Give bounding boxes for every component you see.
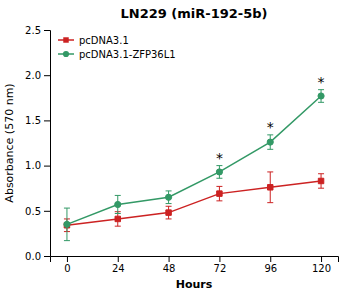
tick-mark — [44, 30, 50, 31]
tick: 2.0 — [25, 70, 50, 81]
error-bar — [267, 135, 273, 149]
legend-marker — [63, 37, 68, 42]
tick: 48 — [163, 256, 176, 274]
marker — [216, 169, 222, 175]
tick-label: 24 — [112, 263, 125, 274]
tick-mark — [44, 256, 50, 257]
plot: 0 24 48 72 96 120 0.0 0.5 1.0 1.5 2.0 2.5 * * * pcDNA3.… — [25, 25, 338, 274]
axis-line — [44, 31, 51, 257]
annotation: * — [216, 150, 223, 166]
tick-mark — [118, 256, 119, 262]
chart: 0 24 48 72 96 120 0.0 0.5 1.0 1.5 2.0 2.5 * * * pcDNA3.… — [0, 0, 350, 294]
marker — [217, 191, 222, 196]
legend: pcDNA3.1 pcDNA3.1-ZFP36L1 — [58, 35, 176, 60]
tick-mark — [169, 256, 170, 262]
title: LN229 (miR-192-5b) — [121, 6, 268, 21]
error-bar — [115, 195, 121, 213]
tick-label: 1.0 — [25, 160, 41, 171]
marker — [318, 93, 324, 99]
tick-label: 2.0 — [25, 70, 41, 81]
error-bar — [318, 90, 324, 103]
marker — [267, 185, 272, 190]
marker — [318, 178, 323, 183]
error-bar — [216, 166, 222, 179]
y-axis: 0.0 0.5 1.0 1.5 2.0 2.5 — [25, 25, 50, 262]
tick: 96 — [264, 256, 277, 274]
tick-mark — [219, 256, 220, 262]
tick-mark — [67, 256, 68, 262]
axis-line — [51, 257, 339, 263]
tick: 0.0 — [25, 251, 50, 262]
tick-label: 0.5 — [25, 206, 41, 217]
marks — [64, 90, 324, 241]
tick-mark — [321, 256, 322, 262]
tick-label: 0 — [64, 263, 70, 274]
tick: 24 — [112, 256, 125, 274]
tick-mark — [44, 120, 50, 121]
error-bar — [64, 208, 70, 241]
tick-label: 1.5 — [25, 115, 41, 126]
error-bar — [267, 172, 273, 203]
x-axis: 0 24 48 72 96 120 — [51, 256, 339, 274]
marker — [115, 201, 121, 207]
series — [64, 172, 324, 232]
error-bar — [166, 206, 172, 219]
y-axis-title: Absorbance (570 nm) — [3, 83, 16, 202]
tick: 0 — [64, 256, 70, 274]
tick: 120 — [312, 256, 331, 274]
marker — [115, 216, 120, 221]
marker — [267, 139, 273, 145]
tick: 1.0 — [25, 160, 50, 171]
marker — [166, 210, 171, 215]
annotations: * * * — [216, 74, 325, 166]
legend-label: pcDNA3.1 — [79, 35, 129, 46]
tick-mark — [44, 166, 50, 167]
tick-mark — [44, 75, 50, 76]
tick-mark — [44, 211, 50, 212]
line — [67, 96, 321, 224]
legend-item: pcDNA3.1 — [58, 35, 129, 46]
tick: 2.5 — [25, 25, 50, 36]
tick-mark — [270, 256, 271, 262]
error-bar — [318, 174, 324, 188]
legend-item: pcDNA3.1-ZFP36L1 — [58, 49, 176, 60]
tick: 1.5 — [25, 115, 50, 126]
tick-label: 96 — [264, 263, 277, 274]
series — [64, 90, 324, 241]
legend-marker — [63, 51, 69, 57]
tick: 72 — [214, 256, 227, 274]
marker — [165, 194, 171, 200]
legend-label: pcDNA3.1-ZFP36L1 — [79, 49, 176, 60]
annotation: * — [318, 74, 325, 90]
tick-label: 2.5 — [25, 25, 41, 36]
tick-label: 120 — [312, 263, 331, 274]
annotation: * — [267, 119, 274, 135]
tick-label: 0.0 — [25, 251, 41, 262]
error-bar — [166, 191, 172, 204]
error-bar — [216, 186, 222, 200]
tick-label: 72 — [214, 263, 227, 274]
tick-label: 48 — [163, 263, 176, 274]
line — [67, 181, 321, 225]
tick: 0.5 — [25, 206, 50, 217]
x-axis-title: Hours — [176, 278, 213, 291]
marker — [64, 221, 70, 227]
